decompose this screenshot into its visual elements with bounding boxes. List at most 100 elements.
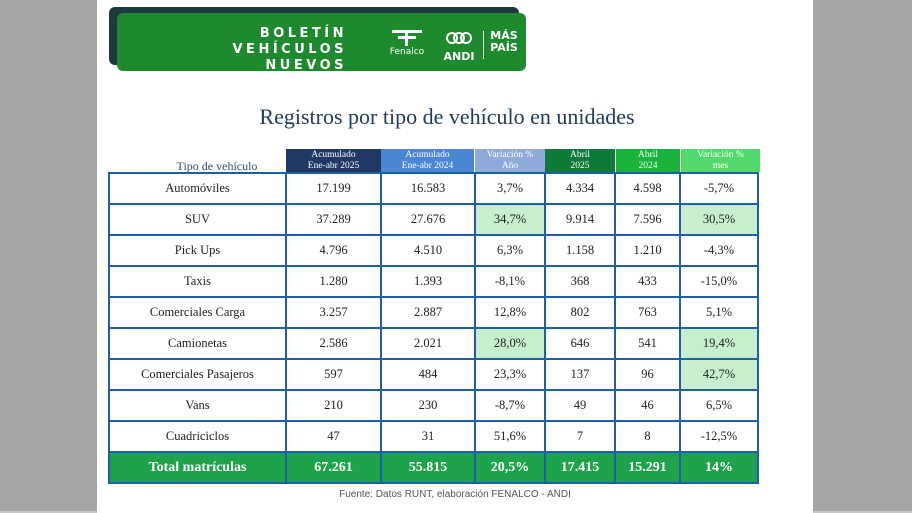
andi-logo: ANDI [439, 30, 479, 63]
value-cell: 1.158 [544, 234, 616, 267]
registrations-table: Automóviles 17.199 16.583 3,7% 4.334 4.598 -5,… [108, 172, 759, 484]
table-row: Taxis 1.280 1.393 -8,1% 368 433 -15,0% [108, 265, 759, 298]
total-value-cell: 20,5% [474, 451, 546, 484]
value-cell: -15,0% [679, 265, 759, 298]
banner: BOLETÍN VEHÍCULOS NUEVOS Fenalco ANDI MÁ… [117, 13, 526, 74]
vehicle-type-cell: SUV [108, 203, 287, 236]
column-header: Variación % Año [475, 149, 545, 172]
table-row: Vans 210 230 -8,7% 49 46 6,5% [108, 389, 759, 422]
andi-mark-icon [446, 32, 472, 44]
column-header-line1: Acumulado [405, 150, 450, 160]
value-cell: 802 [544, 296, 616, 329]
value-cell: 1.280 [285, 265, 382, 298]
value-cell: 6,3% [474, 234, 546, 267]
value-cell: 4.334 [544, 172, 616, 205]
value-cell: 42,7% [679, 358, 759, 391]
value-cell: -12,5% [679, 420, 759, 453]
column-header-line2: 2024 [638, 161, 658, 171]
column-header-line2: mes [712, 161, 729, 171]
value-cell: 6,5% [679, 389, 759, 422]
column-header-line2: 2025 [570, 161, 590, 171]
value-cell: 763 [614, 296, 681, 329]
value-cell: 31 [380, 420, 476, 453]
total-label-cell: Total matrículas [108, 451, 287, 484]
value-cell: 433 [614, 265, 681, 298]
column-header: Abril 2024 [616, 149, 680, 172]
value-cell: 46 [614, 389, 681, 422]
value-cell: 541 [614, 327, 681, 360]
column-header: Variación % mes [681, 149, 760, 172]
total-value-cell: 67.261 [285, 451, 382, 484]
value-cell: 19,4% [679, 327, 759, 360]
maspais-logo: MÁS PAÍS [486, 30, 522, 54]
column-header-line2: Ene-abr 2025 [307, 161, 360, 171]
vehicle-type-cell: Pick Ups [108, 234, 287, 267]
vehicle-type-cell: Comerciales Pasajeros [108, 358, 287, 391]
value-cell: 1.210 [614, 234, 681, 267]
value-cell: 7 [544, 420, 616, 453]
fenalco-logo: Fenalco [385, 29, 429, 61]
value-cell: 96 [614, 358, 681, 391]
table-row: Cuadriciclos 47 31 51,6% 7 8 -12,5% [108, 420, 759, 453]
value-cell: 49 [544, 389, 616, 422]
row-label-header: Tipo de vehículo [176, 159, 258, 173]
maspais-line2: PAÍS [490, 41, 518, 54]
left-margin [0, 0, 97, 513]
value-cell: 2.586 [285, 327, 382, 360]
right-margin [813, 0, 912, 513]
table-row: Pick Ups 4.796 4.510 6,3% 1.158 1.210 -4,3% [108, 234, 759, 267]
value-cell: -8,1% [474, 265, 546, 298]
maspais-line1: MÁS [490, 29, 518, 42]
column-header: Acumulado Ene-abr 2025 [286, 149, 381, 172]
value-cell: 9.914 [544, 203, 616, 236]
total-value-cell: 15.291 [614, 451, 681, 484]
value-cell: -5,7% [679, 172, 759, 205]
value-cell: 17.199 [285, 172, 382, 205]
logo-divider [483, 31, 484, 59]
vehicle-type-cell: Taxis [108, 265, 287, 298]
value-cell: 37.289 [285, 203, 382, 236]
column-header-line1: Abril [637, 150, 659, 160]
table-row: SUV 37.289 27.676 34,7% 9.914 7.596 30,5% [108, 203, 759, 236]
table-row: Camionetas 2.586 2.021 28,0% 646 541 19,4% [108, 327, 759, 360]
value-cell: 230 [380, 389, 476, 422]
banner-title: BOLETÍN VEHÍCULOS NUEVOS [147, 26, 347, 74]
value-cell: 210 [285, 389, 382, 422]
total-value-cell: 17.415 [544, 451, 616, 484]
value-cell: 484 [380, 358, 476, 391]
value-cell: -8,7% [474, 389, 546, 422]
slide: BOLETÍN VEHÍCULOS NUEVOS Fenalco ANDI MÁ… [97, 0, 813, 513]
value-cell: 646 [544, 327, 616, 360]
fenalco-logo-text: Fenalco [389, 47, 425, 57]
value-cell: 5,1% [679, 296, 759, 329]
value-cell: 597 [285, 358, 382, 391]
value-cell: 51,6% [474, 420, 546, 453]
total-row: Total matrículas 67.261 55.815 20,5% 17.415 1… [108, 451, 759, 484]
table-row: Comerciales Pasajeros 597 484 23,3% 137 96 42,… [108, 358, 759, 391]
value-cell: 3.257 [285, 296, 382, 329]
value-cell: 4.510 [380, 234, 476, 267]
vehicle-type-cell: Camionetas [108, 327, 287, 360]
value-cell: 23,3% [474, 358, 546, 391]
vehicle-type-cell: Vans [108, 389, 287, 422]
value-cell: 28,0% [474, 327, 546, 360]
value-cell: 2.021 [380, 327, 476, 360]
vehicle-type-cell: Automóviles [108, 172, 287, 205]
column-header-line2: Año [501, 161, 519, 171]
value-cell: 12,8% [474, 296, 546, 329]
column-header-line1: Variación % [697, 150, 744, 160]
total-value-cell: 55.815 [380, 451, 476, 484]
value-cell: 137 [544, 358, 616, 391]
value-cell: 34,7% [474, 203, 546, 236]
table-row: Automóviles 17.199 16.583 3,7% 4.334 4.598 -5,… [108, 172, 759, 205]
value-cell: 4.796 [285, 234, 382, 267]
value-cell: 47 [285, 420, 382, 453]
source-note: Fuente: Datos RUNT, elaboración FENALCO … [339, 489, 571, 500]
value-cell: 2.887 [380, 296, 476, 329]
column-header: Acumulado Ene-abr 2024 [381, 149, 474, 172]
column-header-line1: Abril [569, 150, 591, 160]
value-cell: -4,3% [679, 234, 759, 267]
page-title: Registros por tipo de vehículo en unidad… [259, 104, 635, 129]
value-cell: 27.676 [380, 203, 476, 236]
vehicle-type-cell: Cuadriciclos [108, 420, 287, 453]
